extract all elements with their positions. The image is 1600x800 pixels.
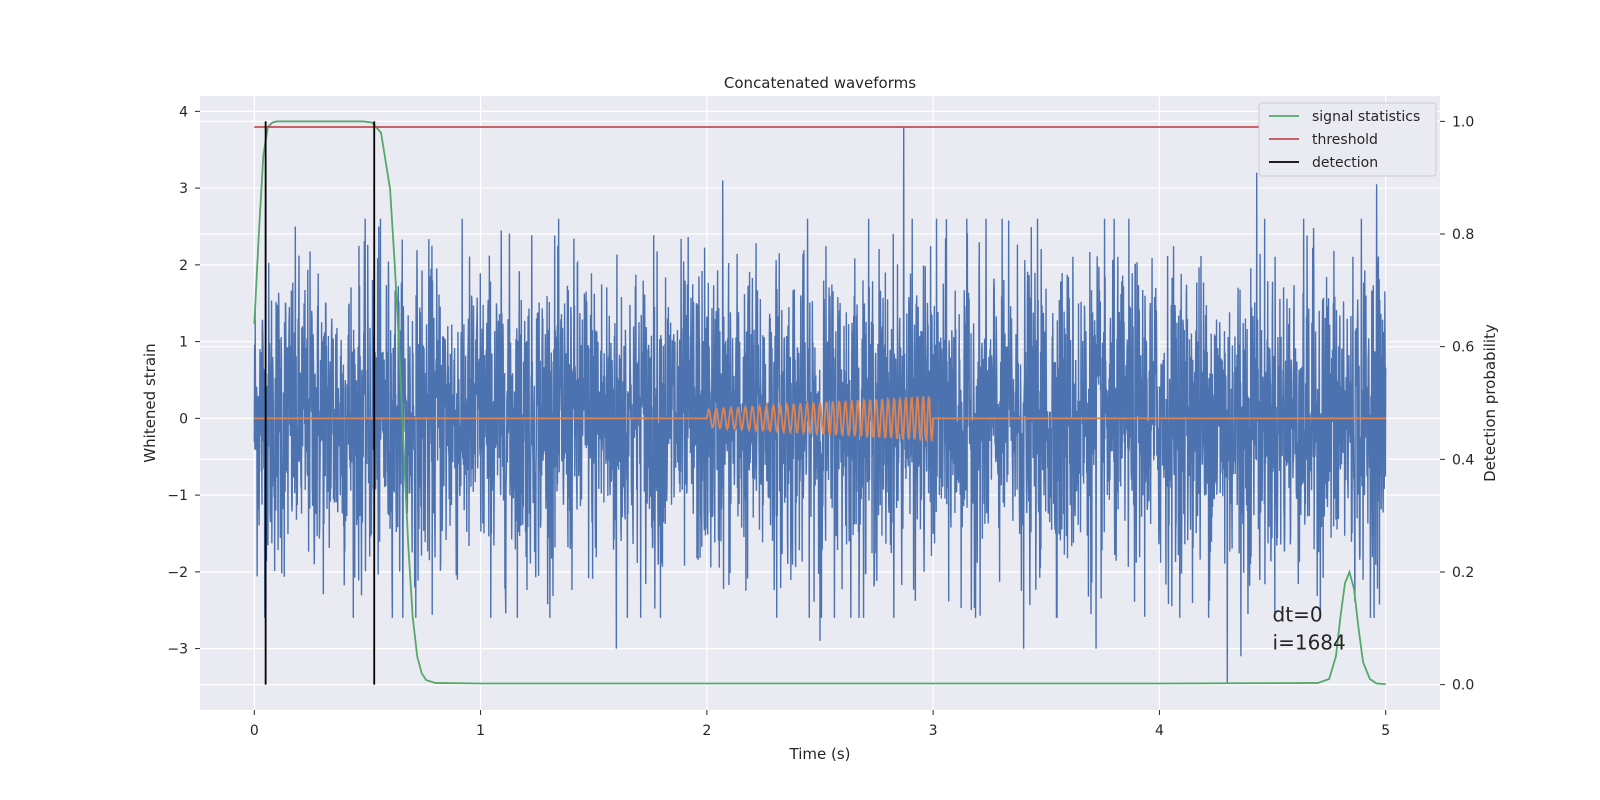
signal-statistics-line — [253, 120, 1386, 685]
y-tick-label-7: 4 — [179, 104, 188, 120]
y-right-tick-label-5: 1.0 — [1452, 114, 1474, 130]
noise-strain-series — [253, 126, 1387, 684]
y-tick-label-3: 0 — [179, 411, 188, 427]
legend: signal statistics threshold detection — [1258, 102, 1437, 177]
x-tick-label-2: 2 — [702, 723, 711, 739]
x-tick-label-0: 0 — [250, 723, 259, 739]
injected-signal-series — [254, 396, 1386, 443]
y-tick-label-2: −1 — [167, 488, 188, 504]
y-right-tick-label-1: 0.2 — [1452, 565, 1474, 581]
annotation-dt: dt=0 — [1273, 603, 1323, 627]
legend-label-threshold: threshold — [1312, 132, 1378, 148]
y-right-tick-label-2: 0.4 — [1452, 452, 1474, 468]
annotation-index: i=1684 — [1273, 631, 1346, 655]
y-tick-label-6: 3 — [179, 181, 188, 197]
x-tick-label-5: 5 — [1381, 723, 1390, 739]
chart-title: Concatenated waveforms — [724, 74, 916, 92]
x-tick-label-1: 1 — [476, 723, 485, 739]
noise-strain-line — [253, 126, 1387, 684]
y-tick-label-1: −2 — [167, 565, 188, 581]
y-right-tick-label-0: 0.0 — [1452, 678, 1474, 694]
x-tick-label-3: 3 — [929, 723, 938, 739]
legend-box — [1258, 102, 1437, 177]
y-tick-label-4: 1 — [179, 335, 188, 351]
y-right-tick-label-3: 0.6 — [1452, 340, 1474, 356]
y-right-tick-label-4: 0.8 — [1452, 227, 1474, 243]
injected-signal-line — [254, 396, 1386, 443]
y-axis-label: Whitened strain — [141, 343, 159, 462]
x-axis-label: Time (s) — [789, 745, 851, 763]
y-tick-label-0: −3 — [167, 642, 188, 658]
axes: 0 1 2 3 4 5 −3 −2 −1 0 1 2 3 4 0.0 0.2 0.4 0.6 0.8 1.0 — [167, 104, 1474, 739]
legend-label-detection: detection — [1312, 155, 1378, 171]
legend-label-signal-statistics: signal statistics — [1312, 109, 1420, 125]
right-axis-series — [253, 120, 1386, 685]
y-tick-label-5: 2 — [179, 258, 188, 274]
y-axis-label-right: Detection probability — [1481, 324, 1499, 482]
x-tick-label-4: 4 — [1155, 723, 1164, 739]
